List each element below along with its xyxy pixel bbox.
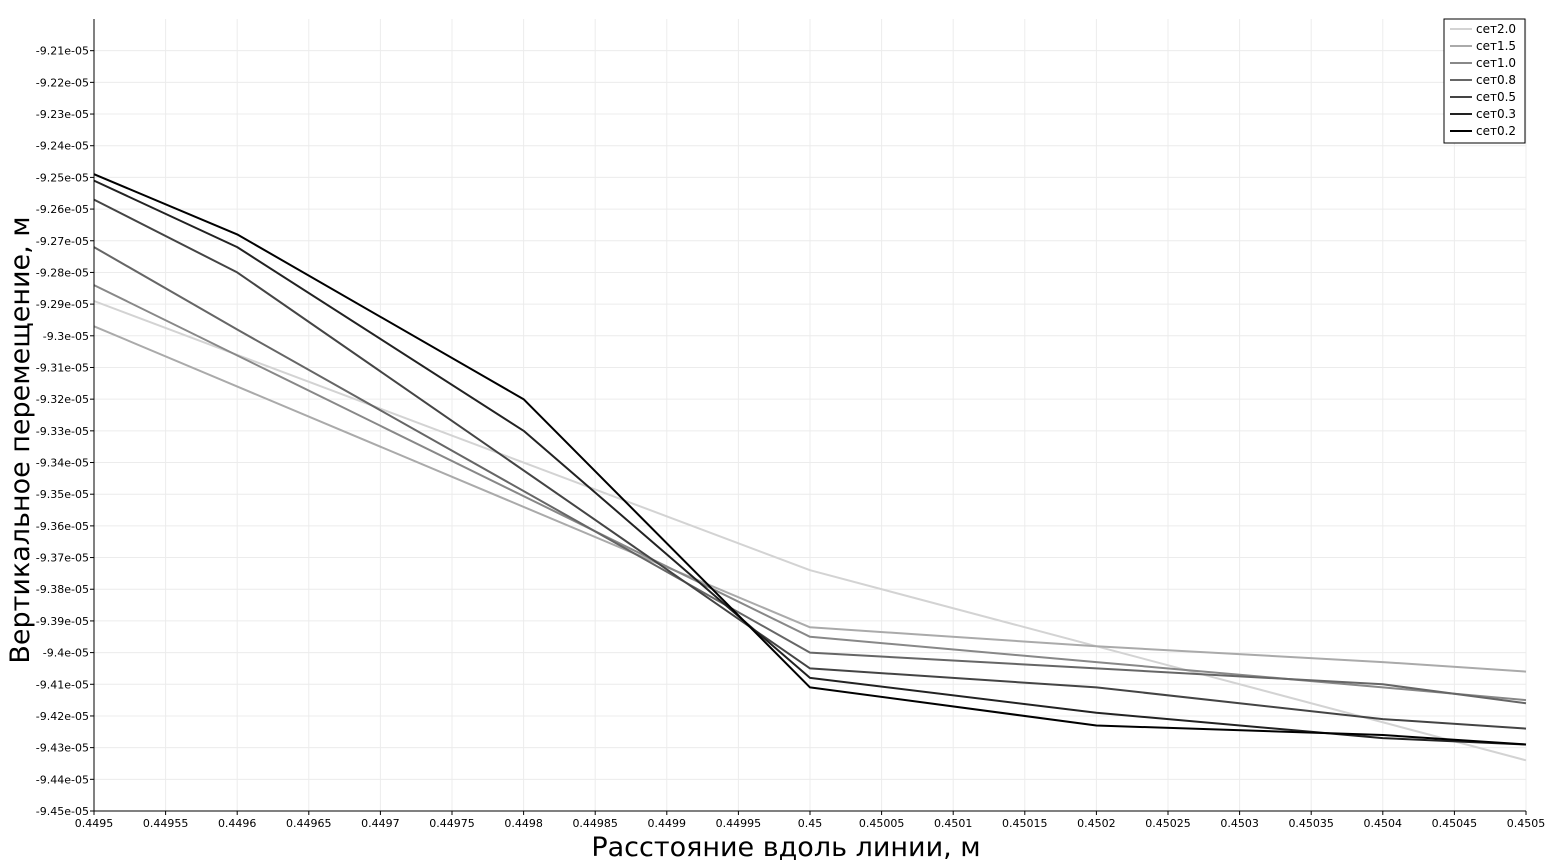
x-tick-label: 0.4503 [1220,817,1259,830]
legend-label: сет1.0 [1476,56,1516,70]
y-tick-label: -9.21e-05 [36,45,89,58]
y-tick-label: -9.43e-05 [36,742,89,755]
y-tick-label: -9.28e-05 [36,266,89,279]
y-tick-label: -9.3e-05 [43,330,89,343]
grid [94,19,1527,811]
legend-label: сет0.3 [1476,107,1516,121]
x-tick-label: 0.45015 [1002,817,1048,830]
x-tick-label: 0.44975 [429,817,475,830]
x-tick-label: 0.4497 [361,817,400,830]
y-tick-label: -9.32e-05 [36,393,89,406]
x-tick-label: 0.45005 [859,817,905,830]
y-tick-label: -9.37e-05 [36,552,89,565]
y-tick-label: -9.33e-05 [36,425,89,438]
x-tick-label: 0.4496 [218,817,257,830]
legend-label: сет0.5 [1476,90,1516,104]
x-tick-label: 0.45 [798,817,823,830]
y-tick-label: -9.23e-05 [36,108,89,121]
y-tick-label: -9.42e-05 [36,710,89,723]
y-tick-label: -9.35e-05 [36,488,89,501]
legend-label: сет0.8 [1476,73,1516,87]
y-tick-label: -9.39e-05 [36,615,89,628]
series-line [93,173,1527,746]
series-line [93,300,1527,762]
y-tick-label: -9.25e-05 [36,171,89,184]
x-tick-label: 0.4501 [934,817,973,830]
x-tick-label: 0.4499 [648,817,687,830]
y-tick-label: -9.45e-05 [36,805,89,818]
legend: сет2.0 сет1.5 сет1.0 сет0.8 сет0.5 сет0.3 сет0… [1443,18,1526,144]
series-lines [93,173,1527,762]
legend-label: сет2.0 [1476,22,1516,36]
x-ticks: 0.4495 0.44955 0.4496 0.44965 0.4497 0.44975 0… [75,811,1546,830]
x-axis-title: Расстояние вдоль линии, м [591,832,980,862]
x-tick-label: 0.4505 [1507,817,1546,830]
legend-label: сет1.5 [1476,39,1516,53]
y-tick-label: -9.26e-05 [36,203,89,216]
x-tick-label: 0.4502 [1077,817,1116,830]
y-tick-label: -9.38e-05 [36,583,89,596]
y-axis-title: Вертикальное перемещение, м [5,216,36,663]
x-tick-label: 0.45025 [1145,817,1191,830]
x-tick-label: 0.44985 [572,817,618,830]
legend-label: сет0.2 [1476,124,1516,138]
y-tick-label: -9.31e-05 [36,361,89,374]
x-tick-label: 0.4495 [75,817,114,830]
y-tick-label: -9.41e-05 [36,678,89,691]
y-tick-label: -9.24e-05 [36,140,89,153]
series-line [93,198,1527,730]
y-tick-label: -9.36e-05 [36,520,89,533]
x-tick-label: 0.4504 [1364,817,1403,830]
series-line [93,325,1527,673]
y-tick-label: -9.22e-05 [36,76,89,89]
x-tick-label: 0.45045 [1432,817,1478,830]
x-tick-label: 0.44965 [286,817,332,830]
series-line [93,179,1527,746]
x-tick-label: 0.44995 [716,817,762,830]
y-tick-label: -9.44e-05 [36,773,89,786]
y-tick-label: -9.27e-05 [36,235,89,248]
x-tick-label: 0.44955 [143,817,189,830]
y-tick-label: -9.34e-05 [36,457,89,470]
series-line [93,246,1527,705]
y-tick-label: -9.29e-05 [36,298,89,311]
x-tick-label: 0.4498 [504,817,543,830]
y-ticks: -9.21e-05 -9.22e-05 -9.23e-05 -9.24e-05 -9.2… [36,45,94,818]
y-tick-label: -9.4e-05 [43,647,89,660]
x-tick-label: 0.45035 [1288,817,1334,830]
